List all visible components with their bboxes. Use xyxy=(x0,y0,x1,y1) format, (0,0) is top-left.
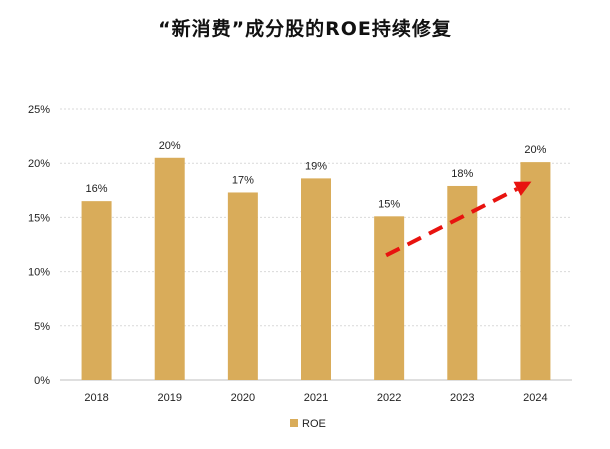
chart-title: “新消费”成分股的ROE持续修复 xyxy=(158,18,452,40)
x-tick-label-2020: 2020 xyxy=(231,392,255,404)
y-tick-label: 25% xyxy=(28,104,50,116)
data-label-2022: 15% xyxy=(378,198,400,210)
trend-arrow-head xyxy=(513,181,532,197)
x-tick-label-2021: 2021 xyxy=(304,392,328,404)
data-label-2018: 16% xyxy=(86,183,108,195)
bar-2020 xyxy=(227,192,258,380)
bars xyxy=(81,157,551,380)
legend-label-roe: ROE xyxy=(302,418,326,430)
legend: ROE xyxy=(290,418,326,430)
y-axis-ticks: 0% 5% 10% 15% 20% 25% xyxy=(28,104,50,387)
x-tick-label-2024: 2024 xyxy=(523,392,547,404)
bar-2021 xyxy=(301,178,331,380)
bar-2024 xyxy=(520,162,551,380)
data-label-2023: 18% xyxy=(451,168,473,180)
bar-2022 xyxy=(374,216,405,380)
trend-arrow xyxy=(385,181,532,258)
x-tick-label-2019: 2019 xyxy=(157,392,181,404)
data-label-2024: 20% xyxy=(524,144,546,156)
trend-arrow-line xyxy=(385,187,519,258)
y-tick-label: 0% xyxy=(34,375,50,387)
bar-2019 xyxy=(154,157,185,380)
data-label-2020: 17% xyxy=(232,174,254,186)
x-tick-label-2022: 2022 xyxy=(377,392,401,404)
legend-swatch-roe xyxy=(290,419,298,427)
y-tick-label: 10% xyxy=(28,267,50,279)
x-tick-label-2023: 2023 xyxy=(450,392,474,404)
data-label-2019: 20% xyxy=(159,140,181,152)
x-axis-ticks: 2018 2019 2020 2021 2022 2023 2024 xyxy=(84,392,547,404)
bar-2018 xyxy=(81,201,112,380)
y-tick-label: 20% xyxy=(28,158,50,170)
data-label-2021: 19% xyxy=(305,160,327,172)
y-tick-label: 15% xyxy=(28,212,50,224)
x-tick-label-2018: 2018 xyxy=(84,392,108,404)
data-labels: 16% 20% 17% 19% 15% 18% 20% xyxy=(86,140,547,211)
y-tick-label: 5% xyxy=(34,321,50,333)
